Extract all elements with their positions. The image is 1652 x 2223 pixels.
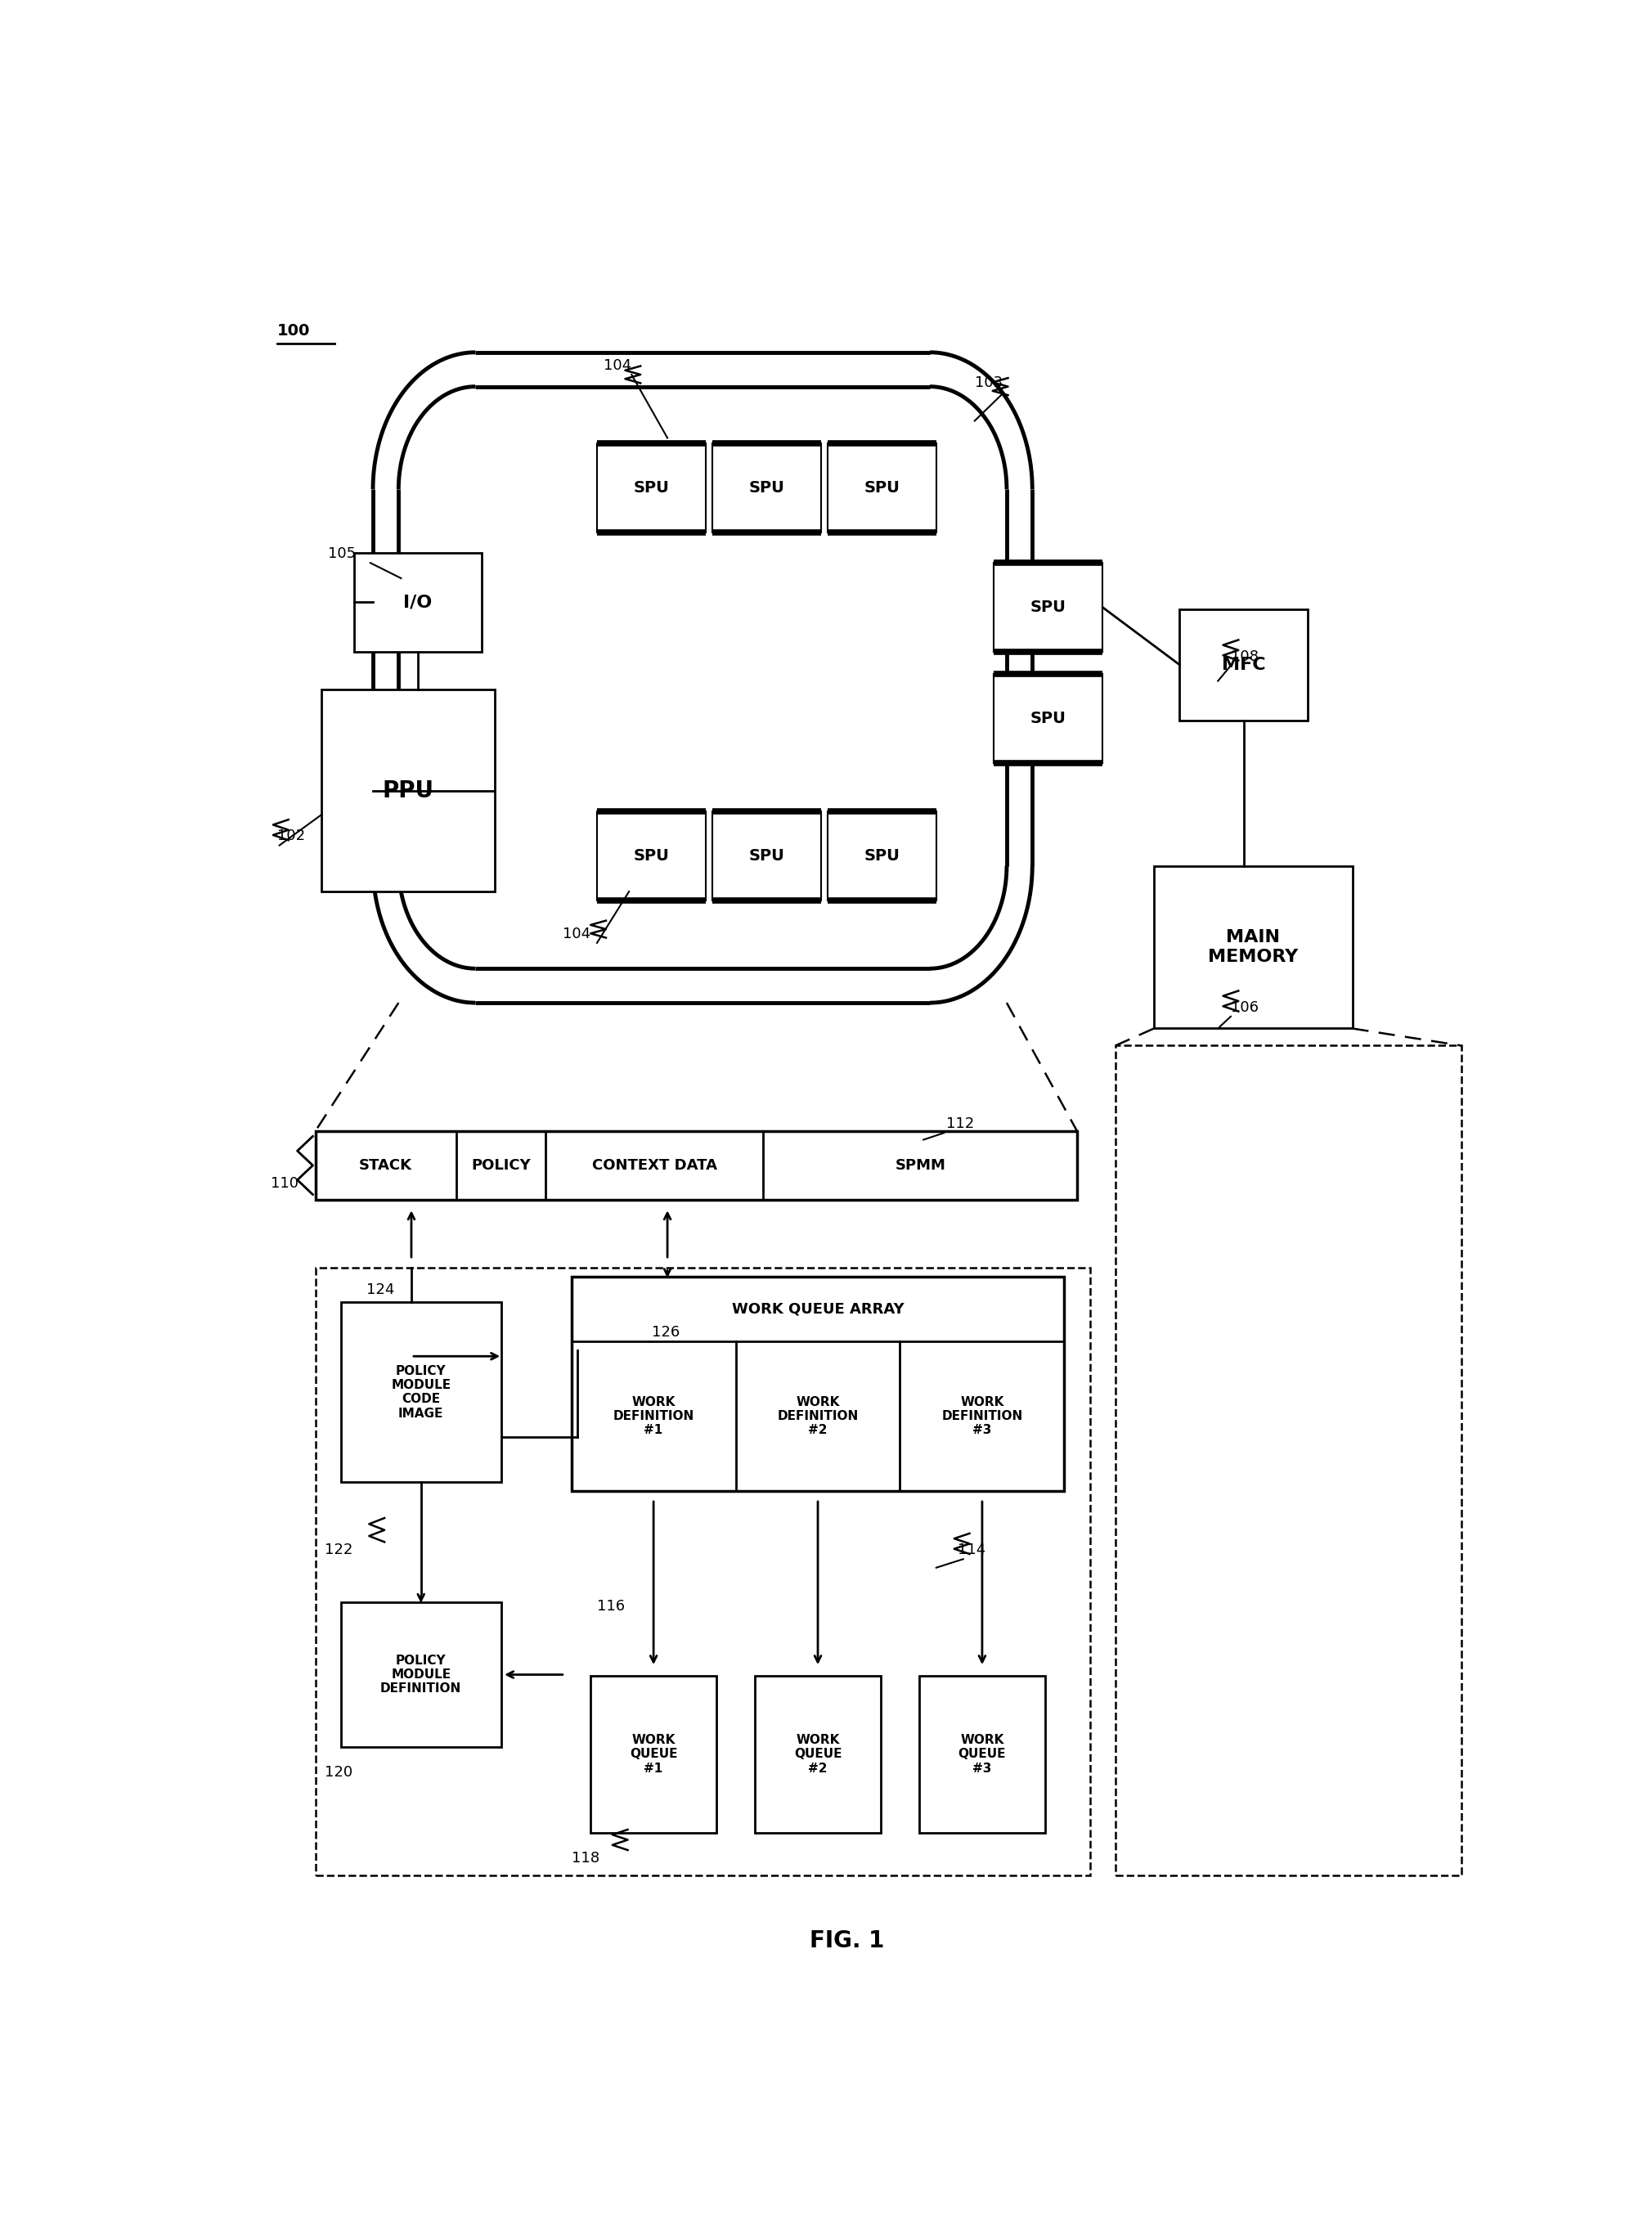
Text: SPU: SPU [748, 847, 785, 863]
Bar [596, 442, 705, 531]
Text: 105: 105 [329, 547, 357, 560]
Text: POLICY
MODULE
DEFINITION: POLICY MODULE DEFINITION [380, 1654, 461, 1694]
Text: SPU: SPU [864, 847, 900, 863]
Text: WORK
QUEUE
#3: WORK QUEUE #3 [958, 1734, 1006, 1774]
Text: WORK
QUEUE
#1: WORK QUEUE #1 [629, 1734, 677, 1774]
Text: SPU: SPU [1031, 711, 1066, 727]
Text: SPU: SPU [748, 480, 785, 496]
Bar [572, 1276, 1064, 1492]
Text: 126: 126 [653, 1325, 681, 1340]
Bar [1180, 609, 1308, 720]
Text: 116: 116 [596, 1598, 624, 1614]
Text: POLICY: POLICY [471, 1158, 530, 1174]
Bar [995, 562, 1104, 651]
Bar [995, 674, 1104, 762]
Bar [828, 442, 937, 531]
Text: WORK
DEFINITION
#2: WORK DEFINITION #2 [776, 1396, 859, 1436]
Text: POLICY
MODULE
CODE
IMAGE: POLICY MODULE CODE IMAGE [392, 1365, 451, 1420]
Bar [316, 1267, 1090, 1876]
Text: SPU: SPU [1031, 600, 1066, 616]
Text: WORK QUEUE ARRAY: WORK QUEUE ARRAY [732, 1303, 904, 1316]
Bar [712, 811, 821, 900]
Text: 102: 102 [278, 829, 306, 843]
Text: CONTEXT DATA: CONTEXT DATA [591, 1158, 717, 1174]
Text: 104: 104 [603, 358, 631, 373]
Text: SPMM: SPMM [895, 1158, 945, 1174]
Bar [316, 1132, 1077, 1200]
Text: 106: 106 [1231, 1000, 1259, 1014]
Text: MFC: MFC [1221, 656, 1265, 674]
Bar [712, 442, 821, 531]
Bar [354, 554, 482, 651]
Text: WORK
DEFINITION
#1: WORK DEFINITION #1 [613, 1396, 694, 1436]
Text: WORK
DEFINITION
#3: WORK DEFINITION #3 [942, 1396, 1023, 1436]
Bar [755, 1676, 881, 1834]
Text: PPU: PPU [382, 778, 434, 803]
Bar [1115, 1045, 1460, 1876]
Bar [322, 689, 494, 891]
Bar [1153, 865, 1353, 1029]
Text: 118: 118 [572, 1850, 600, 1865]
Text: 124: 124 [367, 1283, 395, 1296]
Bar [591, 1676, 717, 1834]
Text: I/O: I/O [403, 594, 433, 611]
Text: FIG. 1: FIG. 1 [809, 1930, 884, 1952]
Text: 122: 122 [324, 1543, 352, 1558]
Text: 108: 108 [1231, 649, 1259, 665]
Text: 112: 112 [947, 1116, 975, 1132]
Text: 100: 100 [278, 322, 311, 338]
Text: 120: 120 [324, 1765, 352, 1781]
Text: 114: 114 [958, 1543, 986, 1558]
Text: 103: 103 [975, 376, 1003, 389]
Text: 110: 110 [271, 1176, 299, 1192]
Bar [340, 1303, 501, 1483]
Text: SPU: SPU [633, 480, 669, 496]
Bar [340, 1603, 501, 1747]
Bar [828, 811, 937, 900]
Text: 104: 104 [562, 927, 590, 940]
Bar [596, 811, 705, 900]
Bar [920, 1676, 1044, 1834]
Text: SPU: SPU [864, 480, 900, 496]
Text: SPU: SPU [633, 847, 669, 863]
Text: WORK
QUEUE
#2: WORK QUEUE #2 [795, 1734, 843, 1774]
Text: MAIN
MEMORY: MAIN MEMORY [1208, 929, 1298, 965]
Text: STACK: STACK [358, 1158, 413, 1174]
